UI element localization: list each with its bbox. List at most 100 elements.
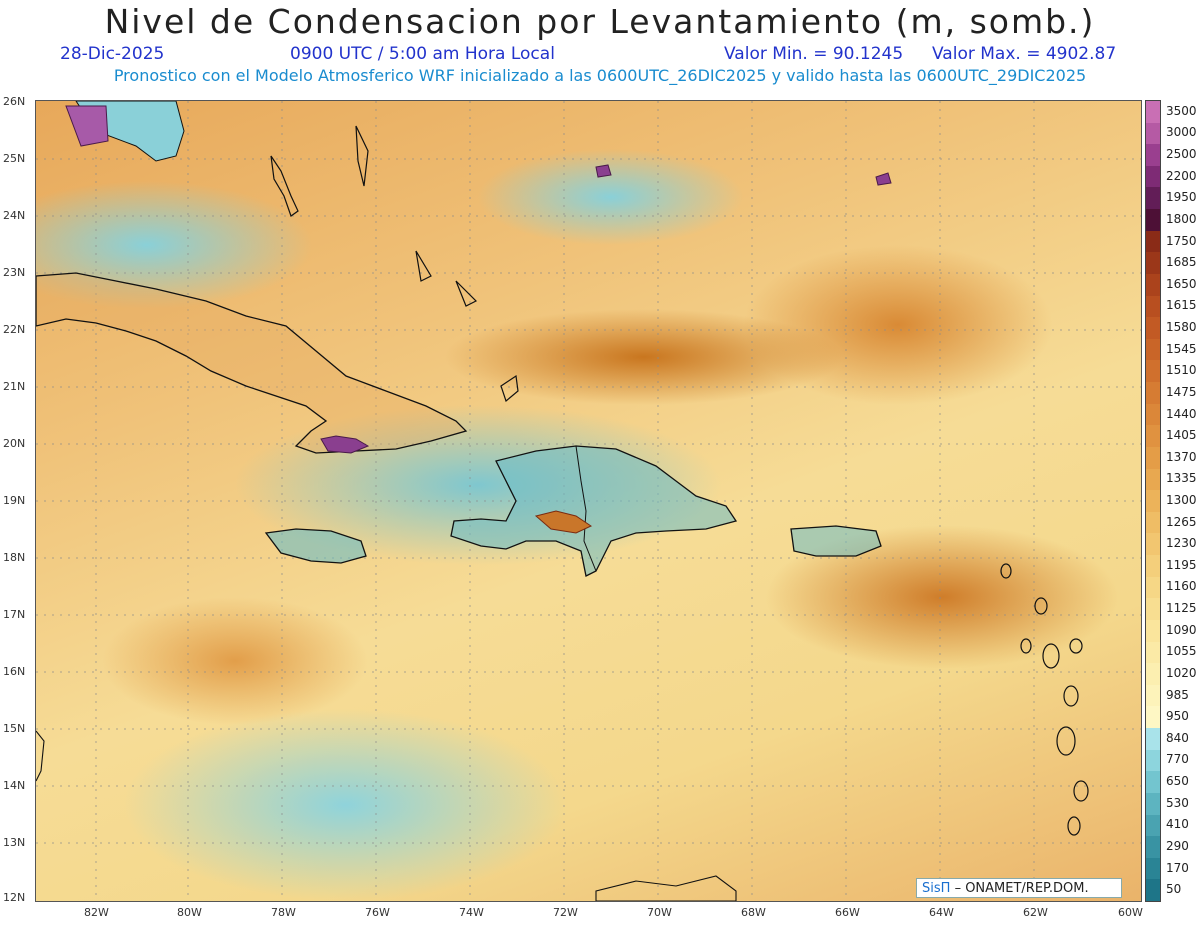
lat-label: 13N [3,836,26,849]
colorbar-label: 1800 [1166,211,1197,226]
colorbar-label: 1230 [1166,536,1197,551]
colorbar-label: 1020 [1166,665,1197,680]
colorbar-label: 3500 [1166,103,1197,118]
colorbar-label: 985 [1166,687,1189,702]
colorbar-label: 1335 [1166,471,1197,486]
colorbar-segment [1146,555,1160,578]
colorbar-segment [1146,836,1160,859]
lat-label: 16N [3,665,26,678]
colorbar-segment [1146,165,1160,188]
colorbar-label: 3000 [1166,125,1197,140]
lat-label: 17N [3,608,26,621]
colorbar-label: 1160 [1166,579,1197,594]
colorbar-segment [1146,252,1160,275]
colorbar [1145,100,1161,902]
haiti-dr-border [575,445,597,572]
colorbar-label: 1370 [1166,449,1197,464]
colorbar-label: 1950 [1166,190,1197,205]
colorbar-segment [1146,425,1160,448]
colorbar-segment [1146,619,1160,643]
min-value-label: Valor Min. = 90.1245 [724,44,904,64]
colorbar-label: 2200 [1166,168,1197,183]
lon-label: 66W [835,906,860,919]
lat-label: 12N [3,891,26,904]
lon-label: 76W [365,906,390,919]
lat-label: 22N [3,323,26,336]
colorbar-label: 770 [1166,752,1189,767]
colorbar-label: 1405 [1166,428,1197,443]
colorbar-label: 290 [1166,838,1189,853]
colorbar-segment [1146,684,1160,707]
colorbar-label: 1265 [1166,514,1197,529]
colorbar-segment [1146,122,1160,145]
purple-high-zone-florida [65,105,109,147]
credit-box: SisΠ – ONAMET/REP.DOM. [916,878,1122,898]
lon-label: 72W [553,906,578,919]
puerto-rico-coastline [790,525,882,557]
colorbar-segment [1146,490,1160,513]
credit-brand: SisΠ [922,881,951,896]
colorbar-segment [1146,706,1160,729]
cuba-coastline [36,272,468,454]
colorbar-segment [1146,879,1160,902]
lat-label: 14N [3,779,26,792]
colorbar-label: 650 [1166,774,1189,789]
colorbar-label: 1510 [1166,363,1197,378]
colorbar-segment [1146,144,1160,167]
colorbar-segment [1146,101,1160,124]
lon-label: 74W [459,906,484,919]
credit-text: – ONAMET/REP.DOM. [954,881,1089,896]
colorbar-label: 1055 [1166,644,1197,659]
colorbar-label: 1125 [1166,601,1197,616]
colorbar-label: 50 [1166,882,1182,897]
colorbar-segment [1146,317,1160,340]
colorbar-segment [1146,576,1160,599]
colorbar-label: 2500 [1166,147,1197,162]
map-area [35,100,1142,902]
colorbar-label: 530 [1166,795,1189,810]
colorbar-segment [1146,728,1160,751]
colorbar-label: 1615 [1166,298,1197,313]
colorbar-segment [1146,468,1160,491]
central-america-coast [36,730,45,782]
model-info-label: Pronostico con el Modelo Atmosferico WRF… [113,66,1087,85]
purple-high-zone-cuba [320,435,370,454]
jamaica-coastline [264,528,367,564]
purple-high-zone-north [595,164,612,178]
lat-label: 26N [3,95,26,108]
hispaniola-coastline [450,445,738,577]
lat-label: 19N [3,494,26,507]
colorbar-label: 840 [1166,730,1189,745]
colorbar-segment [1146,187,1160,210]
max-value-label: Valor Max. = 4902.87 [932,44,1117,64]
colorbar-segment [1146,273,1160,297]
lon-label: 80W [177,906,202,919]
colorbar-segment [1146,230,1160,253]
hispaniola-hot-spot [534,510,593,534]
colorbar-label: 1545 [1166,341,1197,356]
map-overlay [36,101,1141,901]
bahamas-islands [270,125,519,403]
colorbar-segment [1146,295,1160,318]
lon-label: 68W [741,906,766,919]
colorbar-label: 410 [1166,817,1189,832]
colorbar-segment [1146,663,1160,686]
colorbar-label: 1440 [1166,406,1197,421]
lat-label: 20N [3,437,26,450]
colorbar-segment [1146,857,1160,880]
colorbar-segment [1146,382,1160,405]
colorbar-segment [1146,749,1160,772]
lat-label: 21N [3,380,26,393]
purple-high-zone-northeast [875,172,892,186]
colorbar-segment [1146,403,1160,426]
colorbar-label: 950 [1166,709,1189,724]
colorbar-segment [1146,792,1160,815]
colorbar-segment [1146,360,1160,383]
lon-label: 70W [647,906,672,919]
colorbar-segment [1146,533,1160,556]
colorbar-segment [1146,446,1160,470]
colorbar-label: 1650 [1166,276,1197,291]
map-title: Nivel de Condensacion por Levantamiento … [104,2,1096,41]
lon-label: 60W [1118,906,1143,919]
lon-label: 82W [84,906,109,919]
